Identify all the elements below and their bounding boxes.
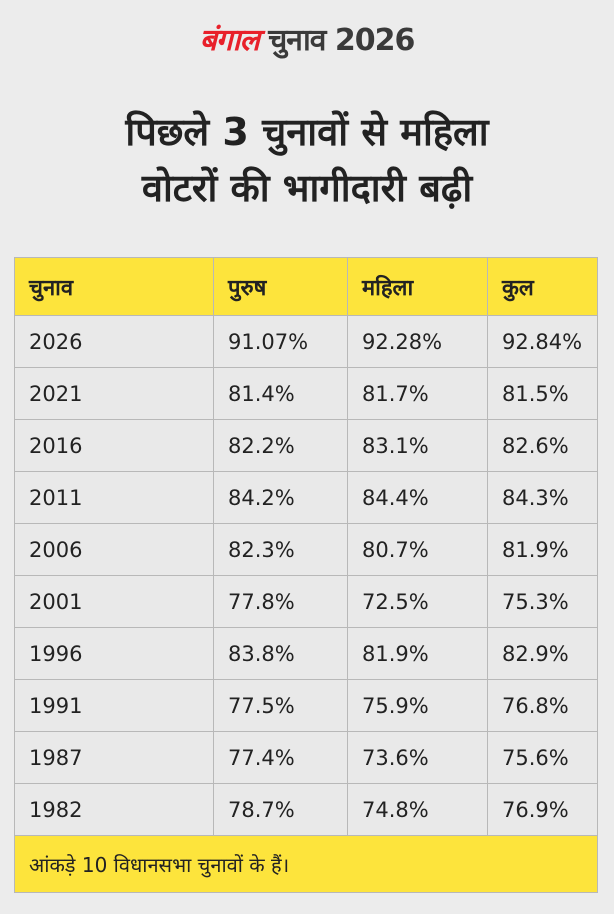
election-year: 1982 (14, 783, 214, 836)
female-turnout: 83.1% (347, 419, 488, 472)
header-male: पुरुष (213, 257, 348, 316)
total-turnout: 75.3% (487, 575, 598, 628)
election-year: 2021 (14, 367, 214, 420)
election-year: 1996 (14, 627, 214, 680)
election-year: 2011 (14, 471, 214, 524)
election-year: 1987 (14, 731, 214, 784)
table-row: 1982 78.7% 74.8% 76.9% (14, 783, 598, 836)
total-turnout: 82.6% (487, 419, 598, 472)
title-line-1: पिछले 3 चुनावों से महिला (125, 110, 489, 154)
female-turnout: 92.28% (347, 315, 488, 368)
header-total: कुल (487, 257, 598, 316)
table-footnote: आंकड़े 10 विधानसभा चुनावों के हैं। (14, 835, 598, 893)
title-line-2: वोटरों की भागीदारी बढ़ी (141, 166, 473, 210)
male-turnout: 77.8% (213, 575, 348, 628)
male-turnout: 77.4% (213, 731, 348, 784)
total-turnout: 75.6% (487, 731, 598, 784)
total-turnout: 82.9% (487, 627, 598, 680)
table-row: 2006 82.3% 80.7% 81.9% (14, 523, 598, 576)
male-turnout: 84.2% (213, 471, 348, 524)
male-turnout: 82.3% (213, 523, 348, 576)
header-female: महिला (347, 257, 488, 316)
total-turnout: 76.9% (487, 783, 598, 836)
brand-logo: बंगाल चुनाव 2026 (0, 18, 614, 59)
female-turnout: 73.6% (347, 731, 488, 784)
page-title: पिछले 3 चुनावों से महिला वोटरों की भागीद… (0, 104, 614, 216)
logo-text: बंगाल (199, 23, 260, 58)
election-year: 2026 (14, 315, 214, 368)
election-year: 1991 (14, 679, 214, 732)
male-turnout: 78.7% (213, 783, 348, 836)
table-row: 2026 91.07% 92.28% 92.84% (14, 315, 598, 368)
male-turnout: 81.4% (213, 367, 348, 420)
total-turnout: 84.3% (487, 471, 598, 524)
female-turnout: 75.9% (347, 679, 488, 732)
table-row: 2011 84.2% 84.4% 84.3% (14, 471, 598, 524)
female-turnout: 74.8% (347, 783, 488, 836)
table-row: 2021 81.4% 81.7% 81.5% (14, 367, 598, 420)
female-turnout: 80.7% (347, 523, 488, 576)
table-row: 2016 82.2% 83.1% 82.6% (14, 419, 598, 472)
total-turnout: 76.8% (487, 679, 598, 732)
election-year: 2001 (14, 575, 214, 628)
total-turnout: 81.9% (487, 523, 598, 576)
table-header: चुनाव पुरुष महिला कुल (14, 257, 598, 316)
total-turnout: 81.5% (487, 367, 598, 420)
header-election: चुनाव (14, 257, 214, 316)
table-row: 1996 83.8% 81.9% 82.9% (14, 627, 598, 680)
turnout-table: चुनाव पुरुष महिला कुल 2026 91.07% 92.28% 92… (14, 257, 598, 893)
female-turnout: 72.5% (347, 575, 488, 628)
male-turnout: 77.5% (213, 679, 348, 732)
logo-suffix: चुनाव 2026 (268, 23, 415, 58)
election-year: 2006 (14, 523, 214, 576)
total-turnout: 92.84% (487, 315, 598, 368)
female-turnout: 81.7% (347, 367, 488, 420)
female-turnout: 81.9% (347, 627, 488, 680)
female-turnout: 84.4% (347, 471, 488, 524)
table-row: 2001 77.8% 72.5% 75.3% (14, 575, 598, 628)
table-row: 1987 77.4% 73.6% 75.6% (14, 731, 598, 784)
election-year: 2016 (14, 419, 214, 472)
male-turnout: 82.2% (213, 419, 348, 472)
male-turnout: 83.8% (213, 627, 348, 680)
male-turnout: 91.07% (213, 315, 348, 368)
table-row: 1991 77.5% 75.9% 76.8% (14, 679, 598, 732)
